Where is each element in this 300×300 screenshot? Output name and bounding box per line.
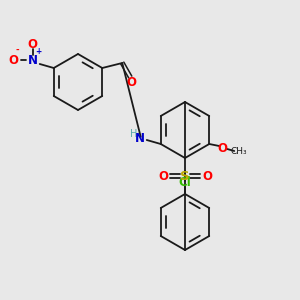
Text: S: S <box>180 169 190 182</box>
Text: H: H <box>130 129 137 139</box>
Text: Cl: Cl <box>178 176 191 188</box>
Text: O: O <box>28 38 38 50</box>
Text: O: O <box>217 142 227 154</box>
Text: O: O <box>126 76 136 89</box>
Text: N: N <box>28 53 38 67</box>
Text: N: N <box>135 131 145 145</box>
Text: CH₃: CH₃ <box>231 146 247 155</box>
Text: O: O <box>202 169 212 182</box>
Text: -: - <box>16 46 20 55</box>
Text: +: + <box>36 47 42 56</box>
Text: O: O <box>9 53 19 67</box>
Text: O: O <box>158 169 168 182</box>
